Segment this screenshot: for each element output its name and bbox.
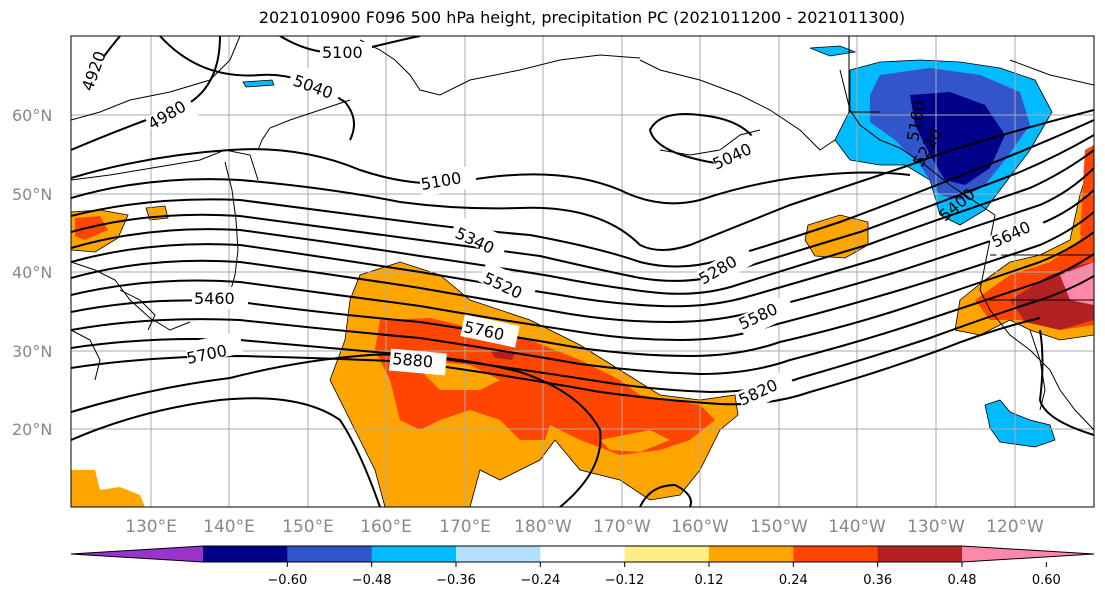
lon-label: 170°E [439,517,491,537]
chart-title: 2021010900 F096 500 hPa height, precipit… [258,8,906,27]
colorbar-tick-label: −0.24 [520,573,560,588]
lat-label: 20°N [12,420,52,439]
contour-5820 [71,397,381,507]
colorbar-outline [70,545,1095,563]
lat-label: 50°N [12,185,52,204]
lon-label: 140°E [203,517,255,537]
colorbar-segment [203,546,288,562]
lon-label: 130°E [125,517,177,537]
contour-labels: 4920 4980 5040 5100 5100 5040 5340 5520 … [76,40,1049,413]
contour-5040-west [159,36,355,141]
colorbar-tick-label: 0.60 [1032,573,1061,588]
colorbar-segment [793,546,879,562]
colorbar-tick-label: −0.48 [352,573,392,588]
colorbar-segment [709,546,794,562]
contour-label: 5880 [392,349,434,371]
latitude-labels: 60°N 50°N 40°N 30°N 20°N [12,106,52,439]
lon-label: 130°W [907,517,965,537]
contour-east-closed [1038,329,1094,436]
colorbar-segment [371,546,457,562]
colorbar: −0.60 −0.48 −0.36 −0.24 −0.12 0.12 0.24 0.36 0.4… [70,545,1095,588]
colorbar-segment [624,546,710,562]
lat-label: 60°N [12,106,52,125]
colorbar-tick-label: 0.48 [948,573,977,588]
colorbar-segment [456,546,541,562]
lat-label: 40°N [12,263,52,282]
contour-label: 5460 [194,289,235,308]
lon-label: 170°W [593,517,651,537]
contour-5820-low [639,483,692,507]
longitude-labels: 130°E 140°E 150°E 160°E 170°E 180°W 170°… [125,517,1044,537]
lon-label: 160°W [671,517,729,537]
lon-label: 180°W [514,517,572,537]
colorbar-extension-high [962,546,1094,562]
lon-label: 150°E [282,517,334,537]
colorbar-extension-low [71,546,203,562]
colorbar-tick-label: 0.24 [779,573,808,588]
lon-label: 160°E [360,517,412,537]
lon-label: 150°W [750,517,808,537]
lon-label: 120°W [986,517,1044,537]
colorbar-tick-label: −0.12 [605,573,645,588]
colorbar-tick-label: 0.36 [863,573,892,588]
lon-label: 140°W [828,517,886,537]
colorbar-segment [877,546,963,562]
colorbar-segment [287,546,373,562]
contour-label: 5100 [322,43,363,62]
height-contours [71,36,1094,507]
colorbar-tick-label: −0.60 [267,573,307,588]
graticule [71,36,1094,507]
colorbar-tick-label: 0.12 [695,573,724,588]
colorbar-tick-label: −0.36 [436,573,476,588]
colorbar-segment [540,546,626,562]
map-frame [70,35,1095,508]
lat-label: 30°N [12,342,52,361]
